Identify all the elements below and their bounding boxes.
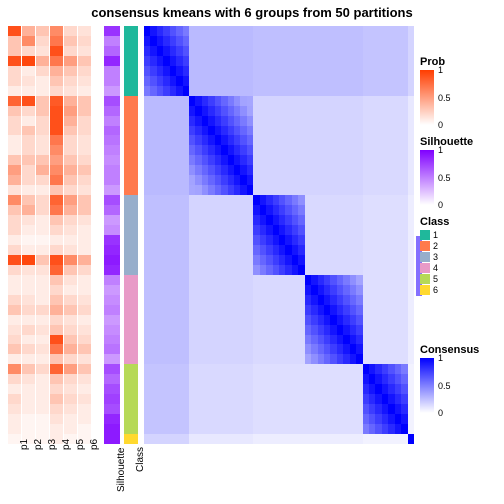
legend-swatch <box>420 241 430 251</box>
p-label: p4 <box>61 439 72 450</box>
legend-tick: 1 <box>438 145 443 155</box>
p-label: p5 <box>75 439 86 450</box>
class-column <box>124 26 138 444</box>
legend-silhouette: Silhouette 10.50 <box>420 136 473 205</box>
p-column-4 <box>50 26 63 444</box>
class-label: Class <box>135 447 146 472</box>
legend-class-item: 6 <box>420 285 449 295</box>
legend-tick: 0 <box>438 408 443 418</box>
silhouette-label: Silhouette <box>116 448 127 492</box>
legend-title: Class <box>420 216 449 228</box>
legend-gradient: 10.50 <box>420 358 434 413</box>
p-label: p3 <box>47 439 58 450</box>
legend-tick: 0.5 <box>438 173 451 183</box>
legend-class-item: 1 <box>420 230 449 240</box>
legend-swatch-label: 4 <box>433 263 438 273</box>
legend-class-item: 2 <box>420 241 449 251</box>
legend-swatch <box>420 285 430 295</box>
legend-tick: 1 <box>438 353 443 363</box>
legend-swatch-label: 5 <box>433 274 438 284</box>
legend-class-item: 5 <box>420 274 449 284</box>
p-column-1 <box>8 26 21 444</box>
legend-tick: 0 <box>438 200 443 210</box>
legend-swatch-label: 2 <box>433 241 438 251</box>
p-column-2 <box>22 26 35 444</box>
legend-swatch <box>420 230 430 240</box>
legend-class: Class 123456 <box>420 216 449 296</box>
p-column-5 <box>64 26 77 444</box>
legend-gradient: 10.50 <box>420 70 434 125</box>
legend-swatch-label: 1 <box>433 230 438 240</box>
legend-class-item: 4 <box>420 263 449 273</box>
consensus-heatmap <box>144 26 414 444</box>
legend-prob: Prob10.50 <box>420 56 445 125</box>
p-column-3 <box>36 26 49 444</box>
legend-tick: 0.5 <box>438 381 451 391</box>
plot-area <box>8 26 414 444</box>
p-label: p2 <box>33 439 44 450</box>
legend-swatch <box>420 274 430 284</box>
legend-title: Consensus <box>420 344 479 356</box>
silhouette-column <box>104 26 120 444</box>
chart-title: consensus kmeans with 6 groups from 50 p… <box>0 5 504 20</box>
p-label: p1 <box>19 439 30 450</box>
p-column-6 <box>78 26 91 444</box>
legend-tick: 1 <box>438 65 443 75</box>
legend-swatch <box>420 252 430 262</box>
p-label: p6 <box>89 439 100 450</box>
legend-title: Silhouette <box>420 136 473 148</box>
legend-swatch-label: 3 <box>433 252 438 262</box>
legend-gradient: 10.50 <box>420 150 434 205</box>
legend-consensus: Consensus 10.50 <box>420 344 479 413</box>
legend-swatch-label: 6 <box>433 285 438 295</box>
legend-swatch <box>420 263 430 273</box>
legend-class-item: 3 <box>420 252 449 262</box>
legend-tick: 0 <box>438 120 443 130</box>
legend-tick: 0.5 <box>438 93 451 103</box>
